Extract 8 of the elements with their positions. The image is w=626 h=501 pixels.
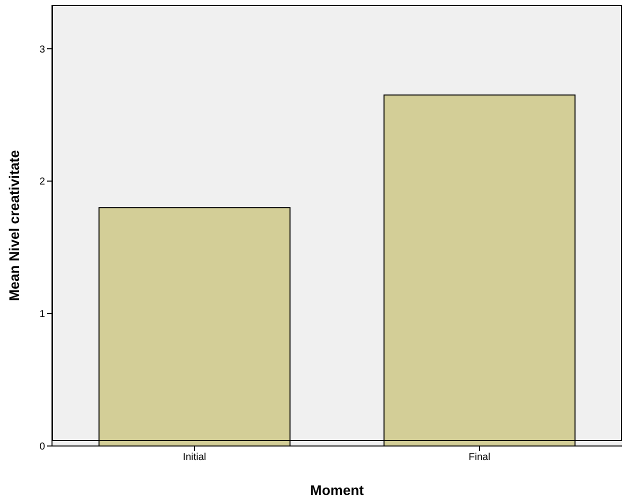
x-axis-title: Moment: [310, 482, 364, 498]
y-tick-label: 2: [39, 176, 46, 188]
y-tick-label: 3: [39, 44, 46, 56]
y-axis-title: Mean Nivel creativitate: [6, 150, 22, 301]
y-tick-label: 0: [39, 442, 46, 453]
x-tick-label: Final: [468, 452, 490, 464]
x-tick-label: Initial: [182, 452, 206, 464]
y-tick-label: 1: [39, 309, 46, 320]
